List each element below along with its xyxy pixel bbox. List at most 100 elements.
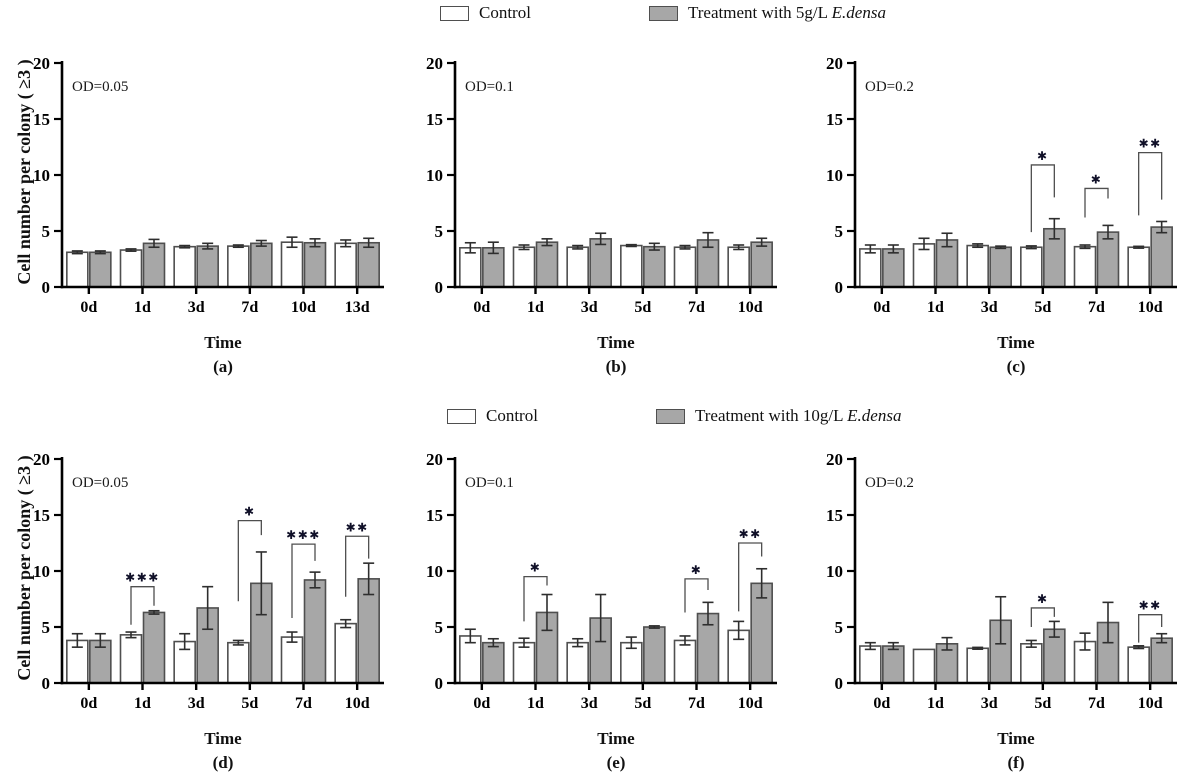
legend-control: Control xyxy=(447,406,538,426)
svg-text:✱: ✱ xyxy=(1037,592,1049,606)
x-axis-title: Time xyxy=(204,729,242,748)
panel-letter: (e) xyxy=(606,753,626,772)
svg-text:5d: 5d xyxy=(241,695,258,712)
svg-text:0d: 0d xyxy=(873,299,890,316)
chart-plot-a: 0d 1d 3d 7d 10d 13d 0 5 10 15 20 xyxy=(8,53,392,319)
control-swatch-icon xyxy=(440,5,469,21)
svg-text:15: 15 xyxy=(33,110,50,129)
svg-text:✱: ✱ xyxy=(691,563,703,577)
svg-text:7d: 7d xyxy=(688,695,705,712)
legend-treatment-label: Treatment with 10g/L E.densa xyxy=(695,406,902,426)
svg-text:15: 15 xyxy=(826,506,843,525)
svg-text:✱: ✱ xyxy=(530,561,542,575)
chart-plot-c: 0d 1d 3d 5d 7d 10d 0 5 10 15 20 ✱ ✱ ✱✱ xyxy=(801,53,1185,319)
svg-text:0: 0 xyxy=(435,674,444,693)
svg-text:15: 15 xyxy=(33,506,50,525)
svg-text:5: 5 xyxy=(435,222,444,241)
x-axis-title: Time xyxy=(997,333,1035,352)
panel-letter: (d) xyxy=(212,753,234,772)
chart-panel-b: 0d 1d 3d 5d 7d 10d 0 5 10 15 20 OD=0.1 Time (b) xyxy=(401,53,793,376)
od-annotation: OD=0.1 xyxy=(465,79,514,95)
svg-text:20: 20 xyxy=(426,54,443,73)
svg-text:7d: 7d xyxy=(688,299,705,316)
x-axis-title: Time xyxy=(997,729,1035,748)
svg-text:1d: 1d xyxy=(927,299,944,316)
panel-letter: (b) xyxy=(605,357,627,376)
legend-species-name: E.densa xyxy=(831,3,886,22)
svg-text:0: 0 xyxy=(42,278,51,297)
svg-text:7d: 7d xyxy=(1088,299,1105,316)
x-axis-title: Time xyxy=(204,333,242,352)
legend-treatment-text: Treatment with 10g/L xyxy=(694,406,848,425)
svg-text:0d: 0d xyxy=(473,299,490,316)
chart-plot-b: 0d 1d 3d 5d 7d 10d 0 5 10 15 20 xyxy=(401,53,785,319)
svg-text:10d: 10d xyxy=(738,695,763,712)
svg-text:20: 20 xyxy=(826,450,843,469)
svg-text:5d: 5d xyxy=(1034,299,1051,316)
svg-text:5d: 5d xyxy=(634,299,651,316)
legend-treatment-5gl: Treatment with 5g/L E.densa xyxy=(648,3,886,23)
svg-text:0: 0 xyxy=(42,674,51,693)
chart-plot-d: 0d 1d 3d 5d 7d 10d 0 5 10 15 20 ✱✱✱ ✱ ✱✱✱ ✱✱ xyxy=(8,449,392,715)
chart-panel-d: 0d 1d 3d 5d 7d 10d 0 5 10 15 20 ✱✱✱ ✱ ✱✱✱ ✱✱ OD=0.05 T… xyxy=(8,449,400,772)
treatment-swatch-icon xyxy=(655,408,685,424)
svg-text:13d: 13d xyxy=(345,299,370,316)
svg-text:5: 5 xyxy=(835,618,844,637)
svg-text:7d: 7d xyxy=(241,299,258,316)
x-axis-title: Time xyxy=(597,333,635,352)
svg-text:0: 0 xyxy=(435,278,444,297)
svg-text:0d: 0d xyxy=(80,695,97,712)
svg-text:10: 10 xyxy=(826,562,843,581)
svg-text:✱✱✱: ✱✱✱ xyxy=(125,571,160,585)
svg-text:5: 5 xyxy=(42,618,51,637)
chart-panel-f: 0d 1d 3d 5d 7d 10d 0 5 10 15 20 ✱ ✱✱ OD=0.2 Time (f) xyxy=(801,449,1193,772)
svg-text:✱✱: ✱✱ xyxy=(346,520,369,534)
svg-text:10: 10 xyxy=(33,166,50,185)
svg-text:15: 15 xyxy=(426,110,443,129)
svg-text:0d: 0d xyxy=(873,695,890,712)
svg-text:1d: 1d xyxy=(134,299,151,316)
svg-text:10: 10 xyxy=(426,166,443,185)
chart-panel-a: 0d 1d 3d 7d 10d 13d 0 5 10 15 20 OD=0.05 Time (a) xyxy=(8,53,400,376)
od-annotation: OD=0.2 xyxy=(865,79,914,95)
chart-panel-c: 0d 1d 3d 5d 7d 10d 0 5 10 15 20 ✱ ✱ ✱✱ OD=0.2 Time (c… xyxy=(801,53,1193,376)
svg-text:3d: 3d xyxy=(981,299,998,316)
legend-species-name: E.densa xyxy=(847,406,902,425)
svg-text:7d: 7d xyxy=(295,695,312,712)
svg-text:5: 5 xyxy=(435,618,444,637)
svg-text:1d: 1d xyxy=(134,695,151,712)
svg-text:✱✱: ✱✱ xyxy=(1139,599,1162,613)
svg-text:3d: 3d xyxy=(981,695,998,712)
svg-text:3d: 3d xyxy=(188,299,205,316)
svg-text:✱: ✱ xyxy=(244,505,256,519)
control-swatch-icon xyxy=(447,408,476,424)
svg-text:✱✱: ✱✱ xyxy=(739,527,762,541)
svg-text:10: 10 xyxy=(426,562,443,581)
legend-treatment-text: Treatment with 5g/L xyxy=(687,3,832,22)
od-annotation: OD=0.1 xyxy=(465,475,514,491)
od-annotation: OD=0.05 xyxy=(72,79,129,95)
chart-panel-e: 0d 1d 3d 5d 7d 10d 0 5 10 15 20 ✱ ✱ ✱✱ OD=0.1 Time (e… xyxy=(401,449,793,772)
svg-text:15: 15 xyxy=(826,110,843,129)
svg-text:3d: 3d xyxy=(581,299,598,316)
svg-text:1d: 1d xyxy=(927,695,944,712)
chart-plot-f: 0d 1d 3d 5d 7d 10d 0 5 10 15 20 ✱ ✱✱ xyxy=(801,449,1185,715)
legend-treatment-10gl: Treatment with 10g/L E.densa xyxy=(655,406,902,426)
od-annotation: OD=0.05 xyxy=(72,475,129,491)
svg-text:20: 20 xyxy=(33,54,50,73)
svg-text:✱: ✱ xyxy=(1037,149,1049,163)
svg-text:0: 0 xyxy=(835,674,844,693)
svg-text:5d: 5d xyxy=(634,695,651,712)
legend-treatment-label: Treatment with 5g/L E.densa xyxy=(688,3,886,23)
chart-plot-e: 0d 1d 3d 5d 7d 10d 0 5 10 15 20 ✱ ✱ ✱✱ xyxy=(401,449,785,715)
svg-text:10d: 10d xyxy=(345,695,370,712)
svg-text:✱✱✱: ✱✱✱ xyxy=(286,528,321,542)
svg-text:5d: 5d xyxy=(1034,695,1051,712)
svg-text:10d: 10d xyxy=(1138,695,1163,712)
legend-10gl: Control Treatment with 10g/L E.densa xyxy=(447,406,901,426)
svg-text:10d: 10d xyxy=(1138,299,1163,316)
svg-text:✱: ✱ xyxy=(1091,172,1103,186)
panel-letter: (c) xyxy=(1006,357,1026,376)
svg-text:0d: 0d xyxy=(473,695,490,712)
svg-text:20: 20 xyxy=(33,450,50,469)
